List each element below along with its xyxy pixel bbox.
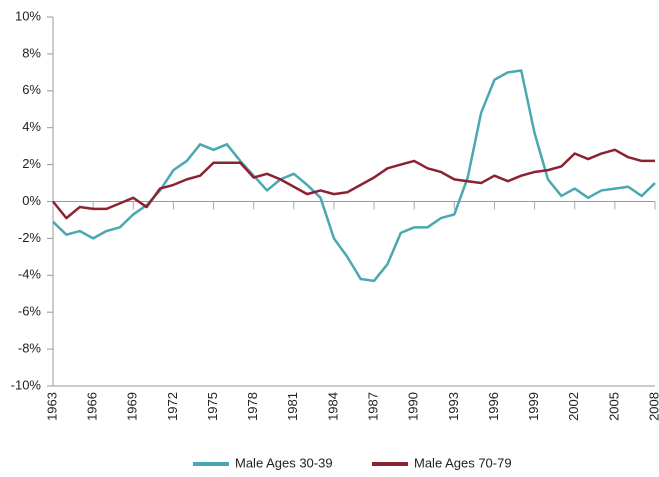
y-tick-label: 8% (22, 45, 41, 60)
y-tick-label: 0% (22, 193, 41, 208)
data-line (52, 69, 656, 283)
x-tick-label: 1969 (125, 392, 140, 421)
y-tick-label: 6% (22, 82, 41, 97)
x-tick-label: 1993 (446, 392, 461, 421)
x-tick-label: 1996 (486, 392, 501, 421)
x-tick-label: 1981 (285, 392, 300, 421)
y-tick-label: -6% (18, 304, 42, 319)
x-tick-label: 1984 (325, 392, 340, 421)
y-tick-label: -8% (18, 341, 42, 356)
legend-label: Male Ages 70-79 (414, 455, 512, 470)
x-tick-label: 2008 (646, 392, 659, 421)
x-tick-label: 1987 (366, 392, 381, 421)
data-line (52, 148, 655, 220)
x-tick-label: 1963 (44, 392, 59, 421)
y-tick-label: -10% (11, 377, 42, 392)
x-tick-label: 2002 (566, 392, 581, 421)
y-tick-label: 2% (22, 156, 41, 171)
legend-label: Male Ages 30-39 (235, 455, 333, 470)
y-tick-label: 4% (22, 119, 41, 134)
x-tick-label: 1972 (165, 392, 180, 421)
x-tick-label: 1975 (205, 392, 220, 421)
y-tick-label: -2% (18, 230, 42, 245)
x-tick-label: 1978 (245, 392, 260, 421)
x-tick-label: 1966 (85, 392, 100, 421)
x-tick-label: 2005 (606, 392, 621, 421)
x-tick-label: 1999 (526, 392, 541, 421)
y-tick-label: 10% (15, 8, 41, 23)
y-tick-label: -4% (18, 267, 42, 282)
x-tick-label: 1990 (406, 392, 421, 421)
